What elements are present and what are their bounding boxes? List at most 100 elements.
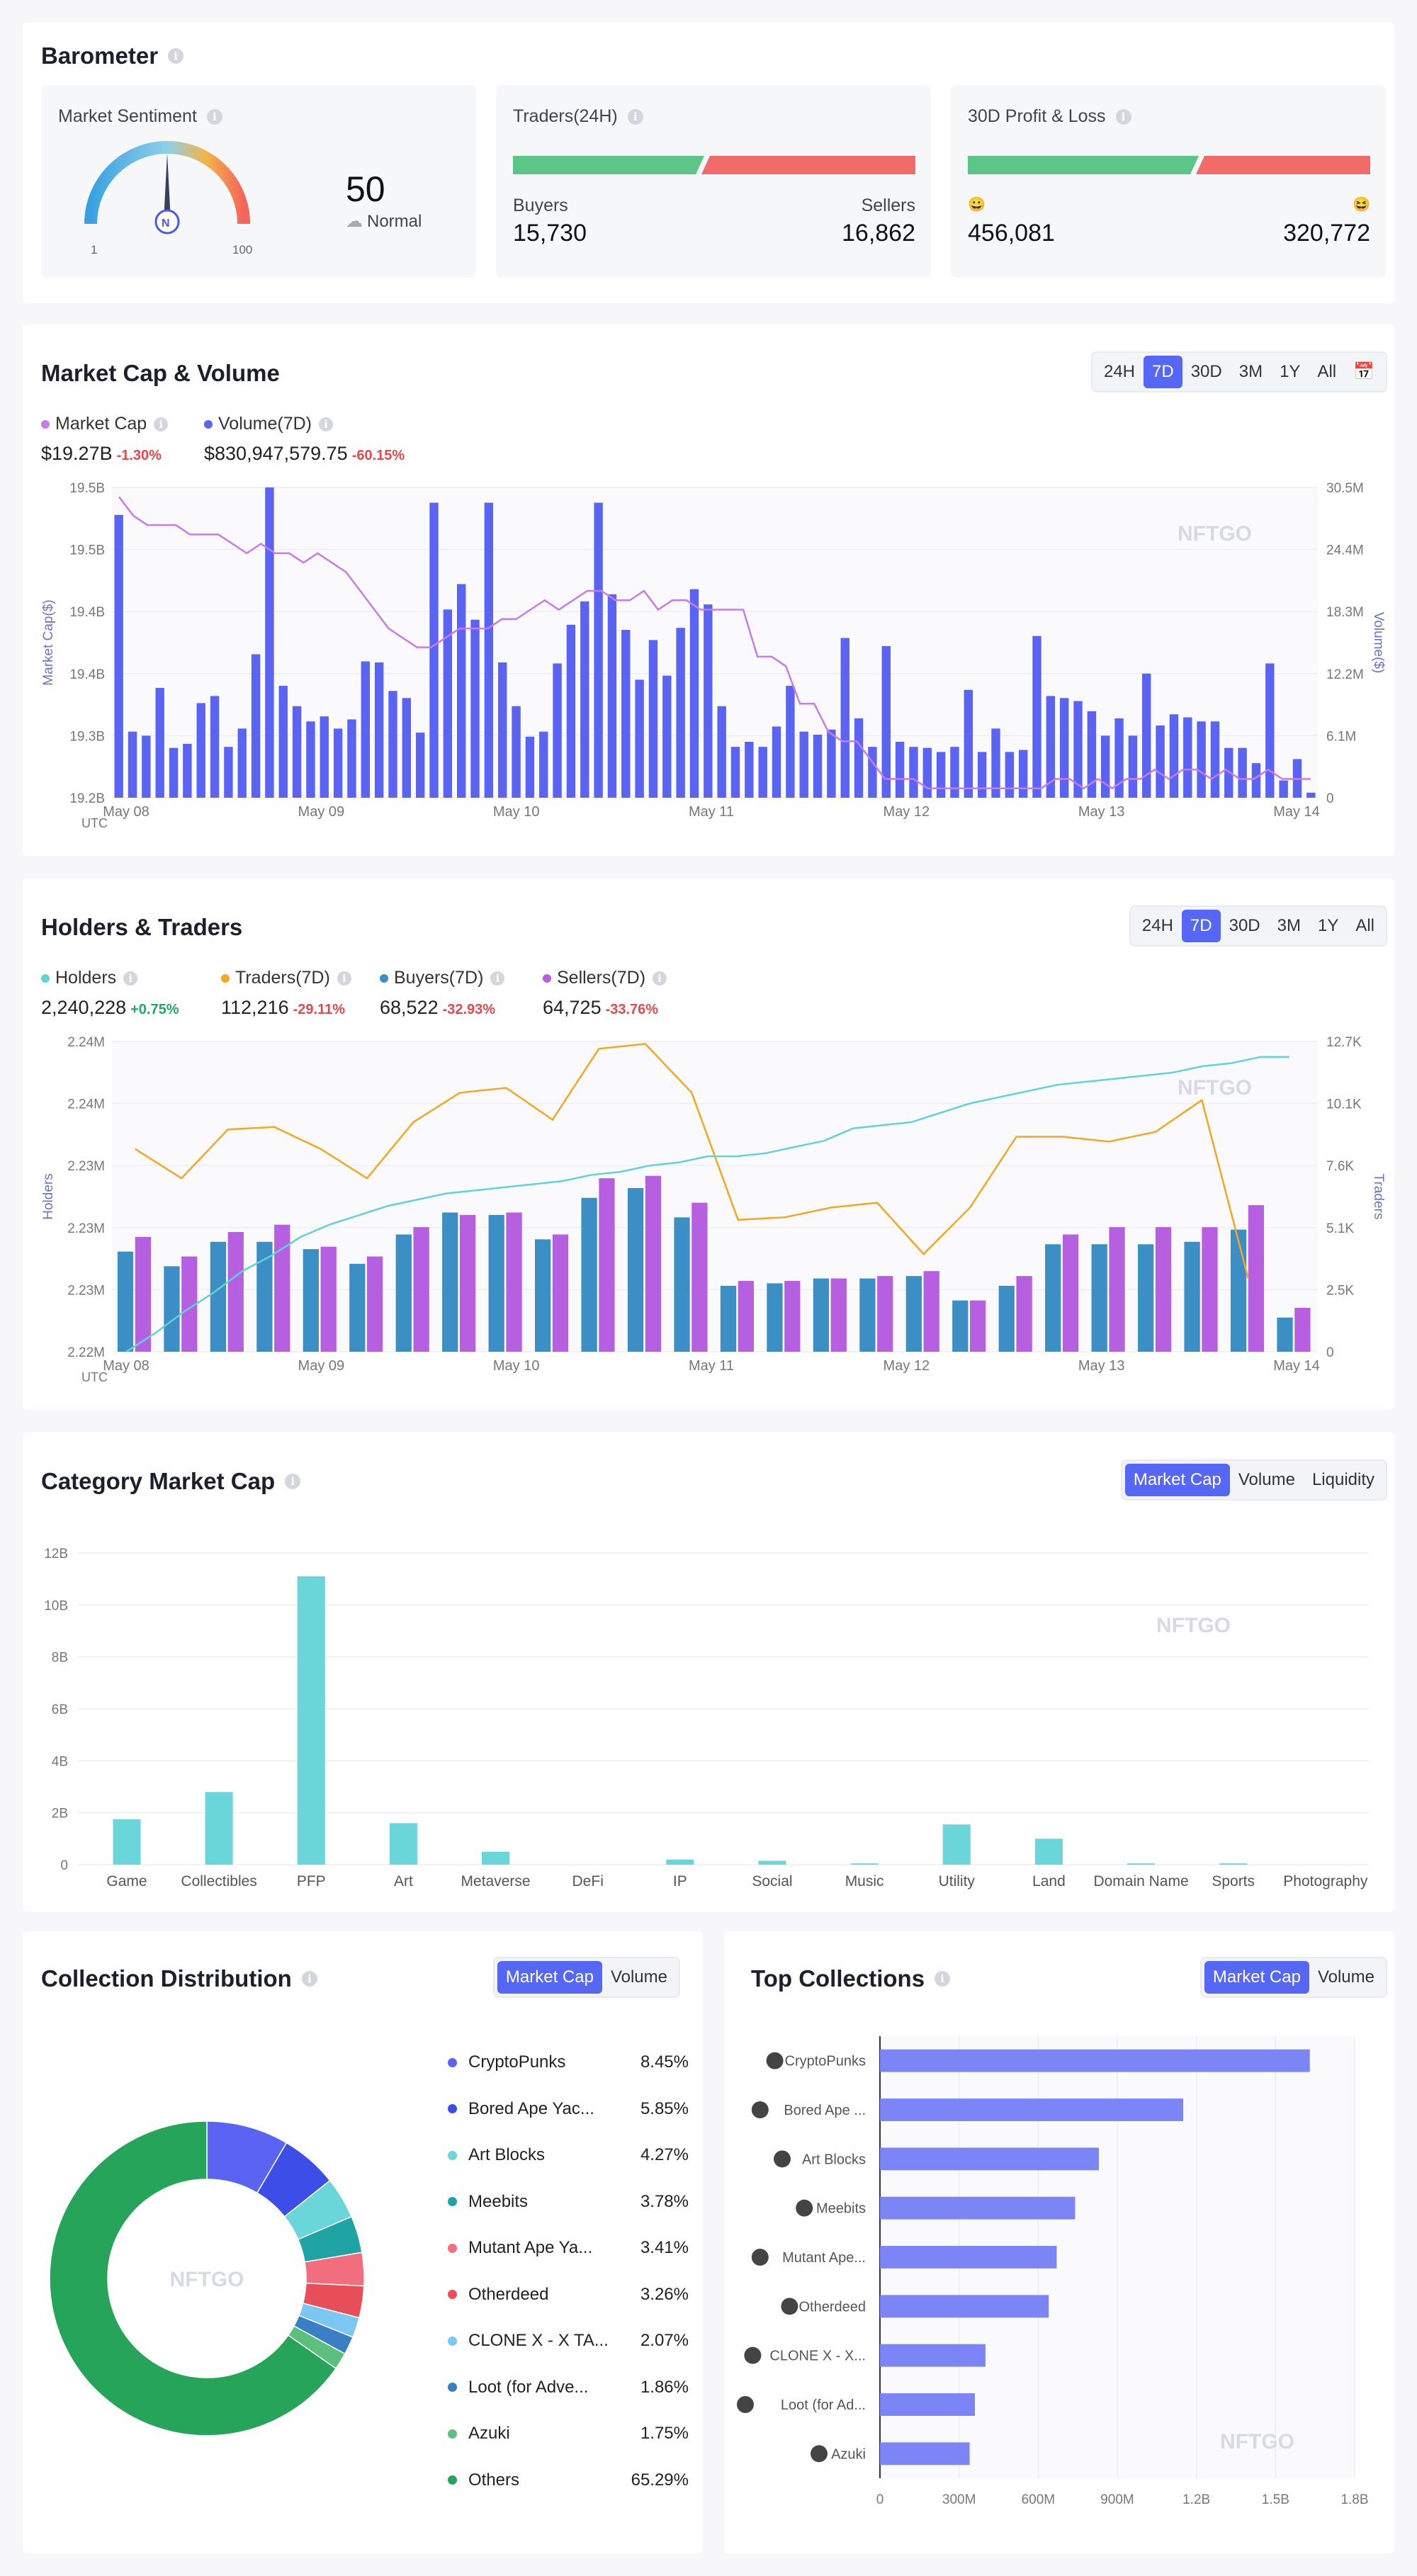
legend-item[interactable]: CryptoPunks 8.45%	[448, 2050, 689, 2074]
legend-item[interactable]: Azuki 1.75%	[448, 2422, 689, 2446]
legend-item[interactable]: Sellers(7D) i 64,725 -33.76%	[543, 968, 667, 1019]
collection-label: CryptoPunks	[785, 2054, 866, 2069]
category-bar	[297, 1576, 325, 1865]
range-tab-volume[interactable]: Volume	[610, 1967, 667, 1987]
legend-values: 112,216 -29.11%	[221, 997, 351, 1019]
info-icon[interactable]: i	[154, 417, 169, 431]
utc-label: UTC	[81, 1370, 108, 1384]
y-left-tick: 2.24M	[67, 1035, 105, 1050]
info-icon[interactable]: i	[490, 971, 505, 985]
collection-label: Bored Ape ...	[784, 2103, 866, 2118]
legend-name: Bored Ape Yac...	[468, 2098, 594, 2118]
y-tick: 8B	[52, 1651, 68, 1666]
range-tab-all[interactable]: All	[1355, 916, 1374, 935]
collection-bar	[880, 2442, 970, 2465]
info-icon[interactable]: i	[653, 971, 667, 985]
category-bar	[205, 1792, 233, 1865]
legend-item[interactable]: Market Cap i $19.27B -1.30%	[41, 414, 169, 465]
legend-item[interactable]: Holders i 2,240,228 +0.75%	[41, 968, 179, 1019]
sellers-bar	[320, 1246, 337, 1352]
info-icon[interactable]: i	[123, 971, 138, 985]
range-tab-volume[interactable]: Volume	[1317, 1967, 1374, 1987]
legend-item[interactable]: Volume(7D) i $830,947,579.75 -60.15%	[204, 414, 405, 465]
legend-item[interactable]: Others 65.29%	[448, 2468, 689, 2492]
info-icon[interactable]: i	[627, 108, 643, 125]
info-icon[interactable]: i	[337, 971, 351, 985]
x-tick: 1.5B	[1262, 2492, 1289, 2507]
range-tab-24h[interactable]: 24H	[1141, 916, 1173, 935]
sellers-bar	[599, 1178, 615, 1352]
x-tick: May 08	[103, 804, 149, 820]
legend-percent: 3.78%	[640, 2191, 689, 2211]
category-label: Sports	[1212, 1873, 1255, 1889]
range-tab-market-cap[interactable]: Market Cap	[1204, 1961, 1309, 1994]
legend-item[interactable]: Loot (for Adve... 1.86%	[448, 2376, 689, 2400]
volume-bar	[388, 691, 397, 798]
legend-label: Volume(7D)	[218, 414, 312, 434]
legend-name: Holders i	[41, 968, 179, 988]
info-icon[interactable]: i	[285, 1474, 301, 1489]
volume-bar	[758, 747, 767, 798]
legend-item[interactable]: Art Blocks 4.27%	[448, 2143, 689, 2167]
legend-item[interactable]: Traders(7D) i 112,216 -29.11%	[221, 968, 351, 1019]
y-tick: 2B	[52, 1807, 68, 1821]
legend-change: -60.15%	[351, 448, 405, 463]
range-tab-1y[interactable]: 1Y	[1317, 916, 1339, 935]
volume-bar	[1032, 635, 1041, 798]
legend-label: Buyers(7D)	[394, 968, 484, 988]
collection-label: Azuki	[831, 2446, 866, 2462]
volume-bar	[457, 584, 466, 798]
volume-bar	[648, 640, 658, 798]
legend-values: 68,522 -32.93%	[380, 997, 504, 1019]
info-icon[interactable]: i	[319, 417, 333, 431]
range-tab-7d[interactable]: 7D	[1181, 910, 1221, 942]
legend-name: Loot (for Adve...	[468, 2377, 589, 2397]
range-tab-market-cap[interactable]: Market Cap	[497, 1961, 602, 1994]
info-icon[interactable]: i	[301, 1971, 317, 1987]
legend-percent: 1.75%	[640, 2424, 689, 2443]
y-right-tick: 24.4M	[1326, 543, 1364, 558]
range-tab-30d[interactable]: 30D	[1229, 916, 1260, 935]
watermark: NFTGO	[170, 2268, 244, 2291]
holders-traders-chart: 2.22M 0 2.23M 2.5K 2.23M 5.1K 2.23M 7.6K 2.24M 10…	[41, 1035, 1386, 1384]
info-icon[interactable]: i	[206, 108, 222, 125]
holders-traders-card: Holders & Traders 24H 7D 30D 3M 1Y All Holder…	[23, 879, 1394, 1410]
range-tab-market-cap[interactable]: Market Cap	[1124, 1464, 1230, 1496]
legend-item[interactable]: CLONE X - X TA... 2.07%	[448, 2329, 689, 2353]
volume-bar	[1101, 735, 1110, 798]
range-tab-volume[interactable]: Volume	[1238, 1470, 1295, 1489]
range-tab-liquidity[interactable]: Liquidity	[1311, 1470, 1374, 1489]
range-tab-7d[interactable]: 7D	[1144, 356, 1182, 388]
legend-item[interactable]: Bored Ape Yac... 5.85%	[448, 2097, 689, 2121]
info-icon[interactable]: i	[1115, 108, 1131, 125]
volume-bar	[991, 728, 1000, 798]
legend-item[interactable]: Buyers(7D) i 68,522 -32.93%	[380, 968, 505, 1019]
calendar-icon[interactable]: 📅	[1353, 362, 1374, 381]
y-right-tick: 12.2M	[1326, 667, 1364, 682]
range-tab-24h[interactable]: 24H	[1103, 362, 1136, 381]
buyers-bar	[1184, 1241, 1200, 1352]
volume-bar	[1156, 725, 1165, 798]
info-icon[interactable]: i	[935, 1971, 951, 1987]
legend-percent: 5.85%	[640, 2098, 689, 2118]
legend-item[interactable]: Otherdeed 3.26%	[448, 2283, 689, 2307]
profit-count: 456,081	[968, 220, 1055, 247]
info-icon[interactable]: i	[168, 48, 184, 64]
collection-avatar-icon	[744, 2346, 762, 2364]
sentiment-gauge: N 1 100	[84, 141, 252, 256]
range-tab-all[interactable]: All	[1317, 362, 1337, 381]
volume-bar	[539, 731, 548, 798]
legend-name: Art Blocks	[468, 2145, 546, 2164]
y-tick: 10B	[44, 1598, 68, 1613]
sellers-count: 16,862	[842, 220, 915, 247]
legend-item[interactable]: Meebits 3.78%	[448, 2190, 689, 2214]
range-tab-30d[interactable]: 30D	[1190, 362, 1222, 381]
range-tab-1y[interactable]: 1Y	[1280, 362, 1301, 381]
range-tab-3m[interactable]: 3M	[1238, 362, 1263, 381]
y-right-tick: 12.7K	[1326, 1035, 1362, 1050]
range-tab-3m[interactable]: 3M	[1277, 916, 1301, 935]
legend-item[interactable]: Mutant Ape Ya... 3.41%	[448, 2236, 689, 2260]
volume-bar	[224, 747, 233, 798]
buyers-bar	[395, 1234, 412, 1352]
collection-label: Mutant Ape...	[782, 2250, 866, 2266]
